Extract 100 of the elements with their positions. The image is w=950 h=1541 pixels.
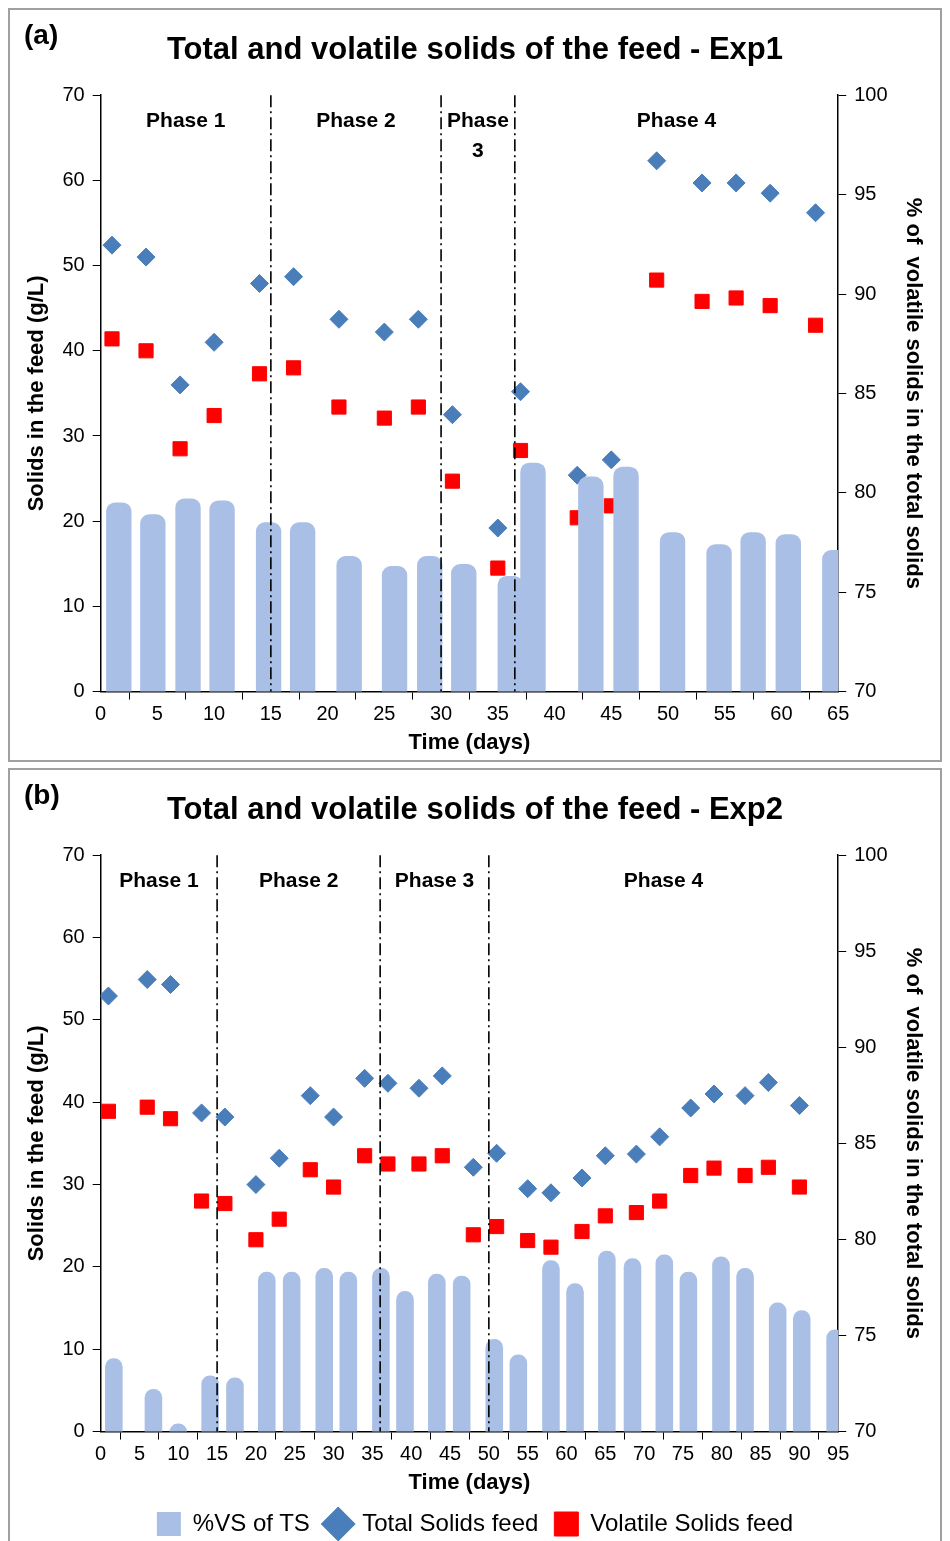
point (100, 1103, 116, 1119)
point (488, 518, 508, 538)
point (647, 151, 667, 171)
point (100, 986, 118, 1006)
y-tick-label: 0 (73, 679, 85, 702)
point (626, 1144, 646, 1164)
point (683, 1167, 699, 1184)
point (541, 1183, 561, 1203)
annotation: Phase 3 (447, 108, 509, 161)
x-tick-label: 15 (205, 1442, 229, 1465)
point (138, 343, 154, 359)
y-tick-label: 70 (62, 842, 85, 865)
point (374, 322, 394, 342)
point (595, 1146, 615, 1166)
x-axis-title: Time (days) (408, 728, 531, 754)
x-tick-label: 10 (203, 702, 226, 725)
point (206, 407, 222, 424)
y2-tick-label: 85 (854, 380, 877, 403)
x-tick-label: 20 (316, 702, 339, 725)
point (791, 1179, 807, 1195)
point (434, 1148, 450, 1164)
y2-tick-label: 95 (854, 938, 877, 961)
point (465, 1227, 481, 1243)
point (408, 309, 428, 329)
point (758, 1072, 778, 1092)
annotation: Phase 4 (636, 108, 717, 131)
y-tick-label: 0 (73, 1419, 85, 1442)
point (284, 267, 304, 287)
chart-title: Total and volatile solids of the feed - Exp1 (166, 31, 784, 67)
y2-axis-title: % of volatile solids in the total solids (901, 197, 927, 589)
point (217, 1195, 233, 1212)
point (326, 1179, 342, 1195)
point (215, 1107, 235, 1127)
point (704, 1084, 724, 1104)
text: (a) (24, 18, 59, 50)
point (728, 290, 744, 306)
point (692, 173, 712, 193)
x-tick-label: 10 (167, 1442, 190, 1465)
y-tick-label: 30 (62, 1172, 85, 1195)
x-tick-label: 30 (429, 702, 453, 725)
point (285, 360, 302, 376)
x-tick-label: 60 (770, 702, 793, 725)
point (487, 1143, 507, 1163)
annotation: Phase 2 (258, 868, 339, 891)
x-tick-label: 95 (827, 1442, 850, 1465)
x-tick-label: 25 (373, 702, 396, 725)
point (355, 1068, 375, 1088)
x-tick-label: 50 (477, 1442, 500, 1465)
legend-label: Total Solids feed (362, 1508, 539, 1536)
point (463, 1157, 483, 1177)
point (161, 974, 181, 994)
point (789, 1096, 809, 1116)
y-tick-label: 70 (62, 82, 85, 105)
annotation: Phase 1 (119, 868, 199, 891)
x-tick-label: 55 (516, 1442, 539, 1465)
point (681, 1098, 701, 1118)
point (162, 1111, 179, 1127)
point (489, 1218, 505, 1235)
x-tick-label: 75 (671, 1442, 695, 1465)
point (572, 1168, 592, 1188)
x-tick-label: 40 (543, 702, 566, 725)
annotation: Phase 1 (146, 108, 226, 131)
point (376, 410, 392, 426)
point (706, 1160, 722, 1176)
x-tick-label: 35 (486, 702, 509, 725)
y2-tick-label: 80 (854, 1226, 877, 1249)
point (807, 317, 824, 333)
point (139, 1099, 155, 1115)
point (518, 1179, 538, 1199)
point (248, 1232, 264, 1248)
point (251, 366, 268, 382)
legend-label: Volatile Solids feed (590, 1508, 794, 1536)
x-tick-label: 0 (95, 1442, 107, 1465)
point (737, 1167, 753, 1184)
y-tick-label: 10 (62, 1336, 85, 1359)
x-tick-label: 5 (133, 1442, 146, 1465)
point (329, 309, 349, 329)
x-tick-label: 60 (555, 1442, 578, 1465)
y-axis-title: Solids in the feed (g/L) (23, 275, 49, 512)
point (762, 298, 778, 314)
point (192, 1103, 212, 1123)
point (378, 1073, 398, 1093)
point (567, 465, 587, 485)
y2-tick-label: 70 (854, 679, 877, 702)
annotation: Phase 3 (394, 868, 475, 891)
point (137, 970, 157, 990)
point (432, 1066, 452, 1086)
point (380, 1156, 396, 1172)
point (694, 293, 710, 309)
y2-tick-label: 95 (854, 182, 877, 205)
point (300, 1086, 320, 1106)
point (172, 441, 188, 457)
y2-tick-label: 90 (854, 1034, 877, 1057)
point (760, 1159, 776, 1175)
x-tick-label: 35 (361, 1442, 384, 1465)
point (250, 273, 270, 293)
point (102, 235, 122, 255)
point (269, 1148, 289, 1168)
point (410, 399, 426, 415)
x-tick-label: 15 (259, 702, 282, 725)
